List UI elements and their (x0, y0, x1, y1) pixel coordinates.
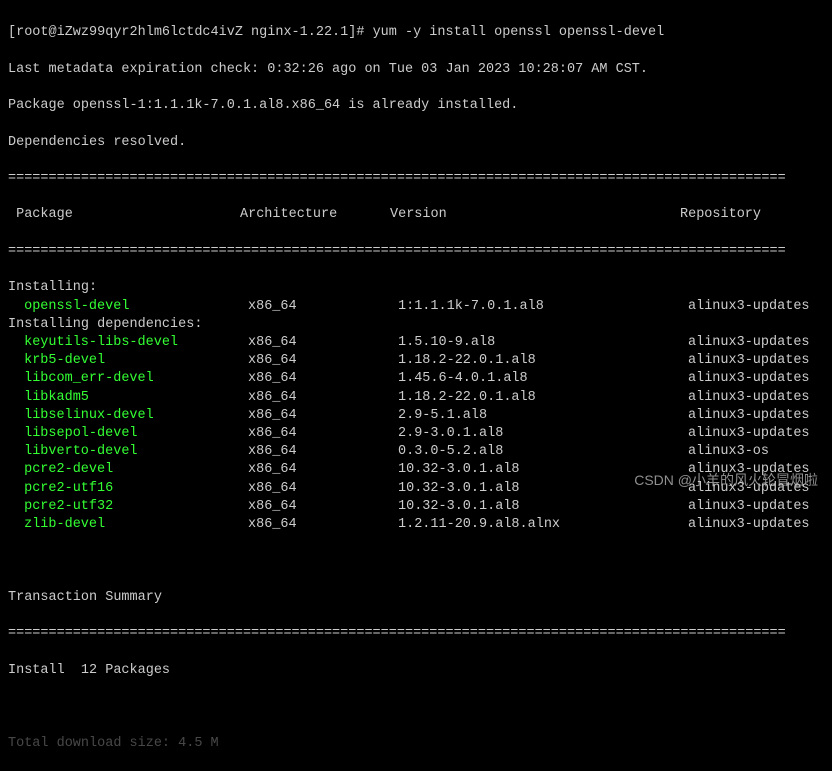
pkg-name: pcre2-devel (8, 461, 248, 479)
pkg-name: pcre2-utf16 (8, 480, 248, 498)
pkg-version: 1.2.11-20.9.al8.alnx (398, 516, 688, 534)
hdr-repo: Repository (680, 206, 761, 224)
summary-line: Install 12 Packages (8, 662, 824, 680)
terminal-output: [root@iZwz99qyr2hlm6lctdc4ivZ nginx-1.22… (0, 0, 832, 771)
hdr-version: Version (390, 206, 680, 224)
pkg-name: pcre2-utf32 (8, 498, 248, 516)
divider-line: ========================================… (8, 625, 824, 643)
table-row: pcre2-utf32x86_6410.32-3.0.1.al8alinux3-… (8, 498, 824, 516)
pkg-arch: x86_64 (248, 498, 398, 516)
package-sections: Installing: openssl-develx86_641:1.1.1k-… (8, 279, 824, 534)
hdr-arch: Architecture (240, 206, 390, 224)
blank-line (8, 698, 824, 716)
pkg-arch: x86_64 (248, 516, 398, 534)
pkg-name: libverto-devel (8, 443, 248, 461)
pkg-arch: x86_64 (248, 407, 398, 425)
table-row: zlib-develx86_641.2.11-20.9.al8.alnxalin… (8, 516, 824, 534)
table-row: libselinux-develx86_642.9-5.1.al8alinux3… (8, 407, 824, 425)
pkg-name: openssl-devel (8, 298, 248, 316)
pkg-repo: alinux3-updates (688, 498, 810, 516)
pkg-version: 1:1.1.1k-7.0.1.al8 (398, 298, 688, 316)
pkg-repo: alinux3-updates (688, 370, 810, 388)
pkg-repo: alinux3-updates (688, 389, 810, 407)
pkg-version: 10.32-3.0.1.al8 (398, 498, 688, 516)
table-row: libcom_err-develx86_641.45.6-4.0.1.al8al… (8, 370, 824, 388)
pkg-repo: alinux3-updates (688, 298, 810, 316)
pkg-version: 2.9-5.1.al8 (398, 407, 688, 425)
info-line: Package openssl-1:1.1.1k-7.0.1.al8.x86_6… (8, 97, 824, 115)
table-row: openssl-develx86_641:1.1.1k-7.0.1.al8ali… (8, 298, 824, 316)
table-row: krb5-develx86_641.18.2-22.0.1.al8alinux3… (8, 352, 824, 370)
pkg-arch: x86_64 (248, 425, 398, 443)
pkg-version: 1.45.6-4.0.1.al8 (398, 370, 688, 388)
table-header: PackageArchitectureVersionRepository (8, 206, 824, 224)
pkg-version: 1.5.10-9.al8 (398, 334, 688, 352)
pkg-repo: alinux3-os (688, 443, 769, 461)
pkg-arch: x86_64 (248, 389, 398, 407)
cutoff-line: Total download size: 4.5 M (8, 735, 824, 753)
pkg-repo: alinux3-updates (688, 352, 810, 370)
pkg-name: libcom_err-devel (8, 370, 248, 388)
pkg-name: libselinux-devel (8, 407, 248, 425)
pkg-name: krb5-devel (8, 352, 248, 370)
info-line: Dependencies resolved. (8, 134, 824, 152)
table-row: libkadm5x86_641.18.2-22.0.1.al8alinux3-u… (8, 389, 824, 407)
pkg-version: 1.18.2-22.0.1.al8 (398, 389, 688, 407)
pkg-repo: alinux3-updates (688, 516, 810, 534)
pkg-version: 0.3.0-5.2.al8 (398, 443, 688, 461)
pkg-name: libsepol-devel (8, 425, 248, 443)
pkg-arch: x86_64 (248, 352, 398, 370)
pkg-repo: alinux3-updates (688, 334, 810, 352)
pkg-version: 2.9-3.0.1.al8 (398, 425, 688, 443)
prompt-user-host: [root@iZwz99qyr2hlm6lctdc4ivZ nginx-1.22… (8, 25, 364, 40)
table-row: libverto-develx86_640.3.0-5.2.al8alinux3… (8, 443, 824, 461)
pkg-arch: x86_64 (248, 370, 398, 388)
info-line: Last metadata expiration check: 0:32:26 … (8, 61, 824, 79)
pkg-arch: x86_64 (248, 443, 398, 461)
blank-line (8, 553, 824, 571)
pkg-name: libkadm5 (8, 389, 248, 407)
pkg-version: 1.18.2-22.0.1.al8 (398, 352, 688, 370)
prompt-line: [root@iZwz99qyr2hlm6lctdc4ivZ nginx-1.22… (8, 24, 824, 42)
pkg-arch: x86_64 (248, 480, 398, 498)
section-title: Installing: (8, 279, 824, 297)
divider-line: ========================================… (8, 170, 824, 188)
table-row: libsepol-develx86_642.9-3.0.1.al8alinux3… (8, 425, 824, 443)
watermark-text: CSDN @小羊的风火轮冒烟啦 (634, 471, 818, 490)
summary-title: Transaction Summary (8, 589, 824, 607)
pkg-repo: alinux3-updates (688, 407, 810, 425)
hdr-package: Package (8, 206, 240, 224)
pkg-name: zlib-devel (8, 516, 248, 534)
divider-line: ========================================… (8, 243, 824, 261)
prompt-command: yum -y install openssl openssl-devel (373, 25, 665, 40)
pkg-name: keyutils-libs-devel (8, 334, 248, 352)
pkg-arch: x86_64 (248, 461, 398, 479)
table-row: keyutils-libs-develx86_641.5.10-9.al8ali… (8, 334, 824, 352)
pkg-arch: x86_64 (248, 334, 398, 352)
section-title: Installing dependencies: (8, 316, 824, 334)
pkg-repo: alinux3-updates (688, 425, 810, 443)
pkg-arch: x86_64 (248, 298, 398, 316)
